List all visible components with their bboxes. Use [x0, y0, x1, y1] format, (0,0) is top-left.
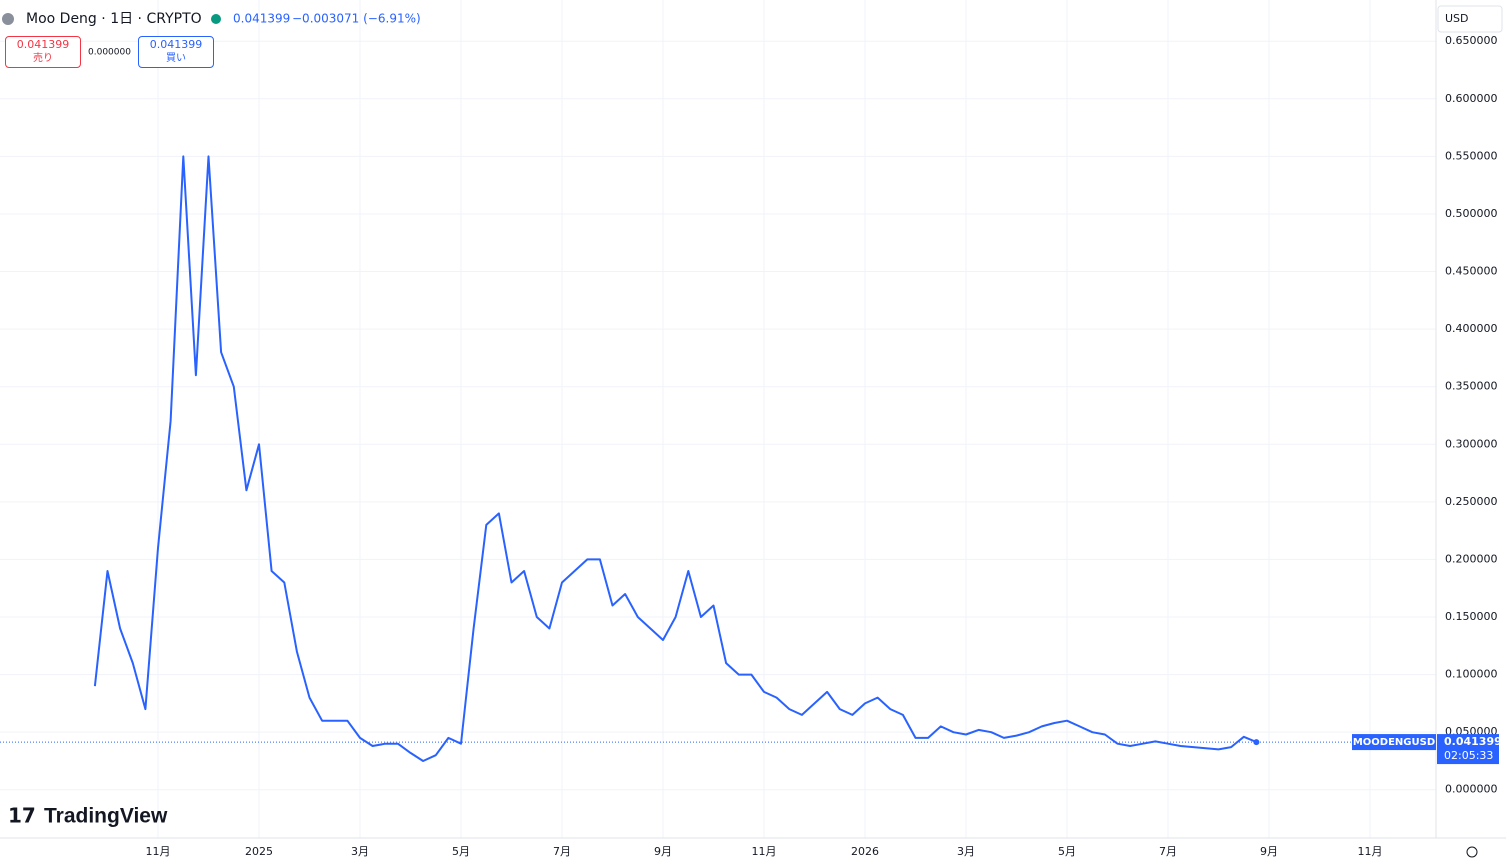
y-tick-label: 0.550000: [1445, 149, 1498, 162]
x-tick-label: 7月: [553, 845, 571, 858]
buy-button[interactable]: 0.041399 買い: [138, 36, 214, 68]
currency: USD: [1445, 12, 1469, 25]
interval: 1日: [110, 11, 133, 27]
price-tag-price: 0.041399: [1444, 735, 1502, 748]
y-tick-label: 0.000000: [1445, 783, 1498, 796]
x-tick-label: 11月: [752, 845, 777, 858]
y-tick-label: 0.650000: [1445, 34, 1498, 47]
symbol-icon: [2, 13, 14, 25]
status-dot: [211, 14, 221, 24]
y-tick-label: 0.200000: [1445, 552, 1498, 565]
x-tick-label: 3月: [351, 845, 369, 858]
buy-price: 0.041399: [149, 38, 203, 51]
currency-button[interactable]: [1437, 5, 1503, 33]
x-tick-label: 3月: [957, 845, 975, 858]
price-tag-symbol: MOODENGUSD: [1353, 737, 1435, 748]
price-tag-bg: [1352, 734, 1436, 751]
x-tick-label: 11月: [146, 845, 171, 858]
y-tick-label: 0.250000: [1445, 495, 1498, 508]
price-change: −0.003071 (−6.91%): [292, 12, 421, 26]
sell-price: 0.041399: [16, 38, 70, 51]
symbol: Moo Deng: [26, 11, 97, 27]
x-tick-label: 9月: [654, 845, 672, 858]
settings-icon[interactable]: [1466, 846, 1478, 858]
last-point: [1253, 739, 1260, 746]
last-price: 0.041399: [233, 12, 290, 26]
spread: 0.000000: [88, 48, 131, 58]
y-tick-label: 0.350000: [1445, 380, 1498, 393]
x-tick-label: 5月: [1058, 845, 1076, 858]
x-tick-label: 11月: [1358, 845, 1383, 858]
exchange: CRYPTO: [146, 11, 201, 27]
y-tick-label: 0.450000: [1445, 265, 1498, 278]
x-tick-label: 7月: [1159, 845, 1177, 858]
y-tick-label: 0.100000: [1445, 668, 1498, 681]
logo: 17 TradingView: [8, 804, 168, 828]
x-tick-label: 5月: [452, 845, 470, 858]
y-tick-label: 0.300000: [1445, 437, 1498, 450]
y-tick-label: 0.600000: [1445, 92, 1498, 105]
x-tick-label: 9月: [1260, 845, 1278, 858]
y-tick-label: 0.500000: [1445, 207, 1498, 220]
buy-label: 買い: [166, 53, 186, 64]
y-tick-label: 0.150000: [1445, 610, 1498, 623]
y-tick-label: 0.400000: [1445, 322, 1498, 335]
price-line: [93, 155, 1257, 762]
logo-mark: 17: [8, 804, 36, 828]
symbol-title: Moo Deng · 1日 · CRYPTO: [26, 11, 202, 27]
price-tag-countdown: 02:05:33: [1444, 749, 1493, 762]
sell-button[interactable]: 0.041399 売り: [5, 36, 81, 68]
price-tag-bg: [1437, 734, 1499, 765]
logo-text: TradingView: [44, 805, 168, 828]
x-tick-label: 2026: [851, 845, 879, 858]
x-tick-label: 2025: [245, 845, 273, 858]
sell-label: 売り: [33, 53, 53, 64]
